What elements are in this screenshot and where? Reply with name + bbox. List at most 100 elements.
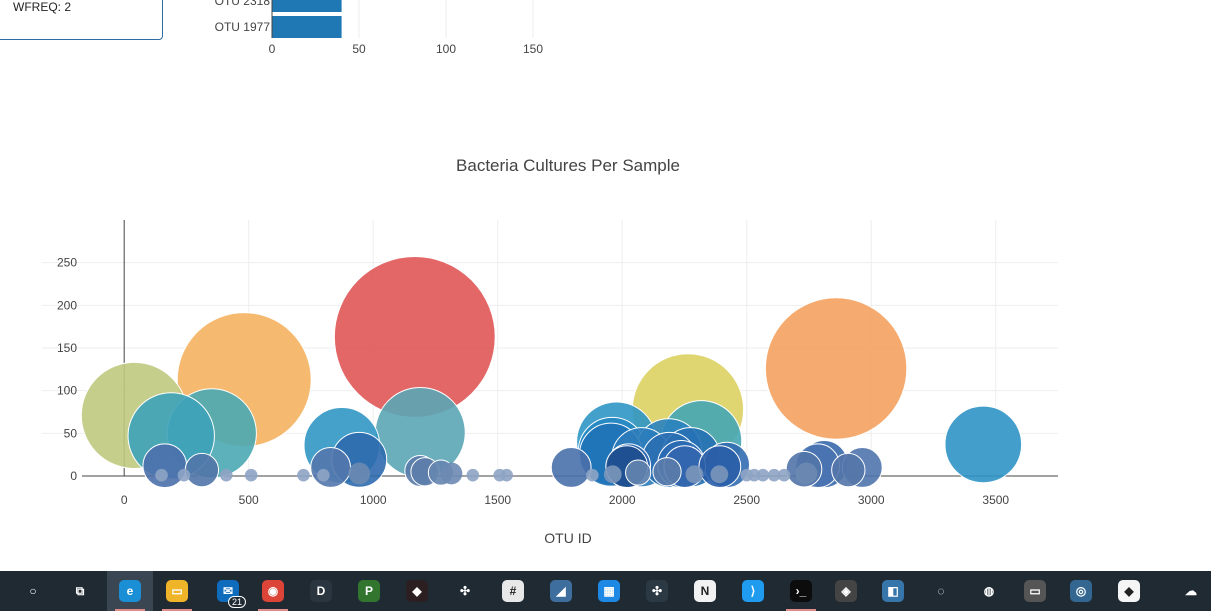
- mail-badge: 21: [227, 596, 246, 608]
- project-icon: P: [358, 580, 380, 602]
- dell-icon: D: [310, 580, 332, 602]
- taskbar-item[interactable]: ◢: [538, 571, 584, 611]
- bar-category-label: OTU 1977: [215, 20, 271, 34]
- bar-x-tick-label: 150: [523, 42, 543, 56]
- y-tick-label: 250: [57, 256, 77, 270]
- bar-category-label: OTU 2318: [215, 0, 271, 8]
- x-tick-label: 3000: [858, 493, 885, 507]
- x-tick-label: 1000: [360, 493, 387, 507]
- app-window-icon: ▭: [1024, 580, 1046, 602]
- calendar-icon: ▦: [598, 580, 620, 602]
- x-tick-label: 1500: [484, 493, 511, 507]
- bubble-point: [348, 462, 371, 485]
- x-tick-label: 3500: [982, 493, 1009, 507]
- vscode-icon: ⟩: [742, 580, 764, 602]
- taskbar-item[interactable]: ◆: [394, 571, 440, 611]
- x-tick-label: 2000: [609, 493, 636, 507]
- taskbar-item[interactable]: e: [107, 571, 153, 611]
- taskbar-item[interactable]: ☁: [1168, 571, 1211, 611]
- bubble-point: [764, 297, 908, 440]
- bubble-point: [795, 462, 818, 485]
- bubble-point: [297, 468, 310, 482]
- chrome-icon: ◉: [262, 580, 284, 602]
- y-tick-label: 100: [57, 384, 77, 398]
- notion-icon: N: [694, 580, 716, 602]
- anaconda-icon: ◌: [930, 580, 952, 602]
- y-tick-label: 150: [57, 341, 77, 355]
- bar: [272, 16, 342, 38]
- y-tick-label: 200: [57, 298, 77, 312]
- taskbar-item[interactable]: D: [298, 571, 344, 611]
- bubble-point: [767, 468, 781, 482]
- taskbar-item[interactable]: ✣: [442, 571, 488, 611]
- taskbar-item[interactable]: ◎: [1058, 571, 1104, 611]
- taskbar-item[interactable]: ○: [10, 571, 56, 611]
- taskbar-item[interactable]: ▦: [586, 571, 632, 611]
- y-tick-label: 0: [70, 469, 77, 483]
- taskbar-item[interactable]: ◉: [250, 571, 296, 611]
- taskbar-item[interactable]: N: [682, 571, 728, 611]
- taskbar-item[interactable]: #: [490, 571, 536, 611]
- bubble-point: [142, 443, 188, 489]
- x-tick-label: 0: [121, 493, 128, 507]
- windows-taskbar: ○ ⧉ e ▭ ✉ 21 ◉ D P ◆ ✣ # ◢ ▦ ✣ N ⟩ ›_ ◈ ◧ ◌ ◍ ▭ ◎ ◆ ☁: [0, 571, 1211, 611]
- bubble-point: [466, 468, 480, 482]
- git-icon: ◈: [835, 580, 857, 602]
- bubble-point: [756, 468, 770, 482]
- mail-icon: ✉ 21: [217, 580, 246, 608]
- taskbar-item[interactable]: ›_: [778, 571, 824, 611]
- taskbar-item[interactable]: ⧉: [57, 571, 103, 611]
- bubble-point: [440, 462, 463, 485]
- taskbar-item[interactable]: ◈: [823, 571, 869, 611]
- bubble-point: [219, 468, 233, 482]
- bar-x-tick-label: 0: [269, 42, 276, 56]
- project-app-icon: ◆: [406, 580, 428, 602]
- tableau-icon: ✣: [454, 580, 476, 602]
- taskbar-item[interactable]: ◆: [1106, 571, 1152, 611]
- bubble-point: [710, 465, 729, 484]
- jupyter-icon: ◍: [978, 580, 1000, 602]
- python-icon: ◧: [882, 580, 904, 602]
- taskbar-item[interactable]: ▭: [154, 571, 200, 611]
- taskbar-item[interactable]: ◍: [966, 571, 1012, 611]
- taskbar-item[interactable]: ▭: [1012, 571, 1058, 611]
- x-tick-label: 2500: [733, 493, 760, 507]
- taskbar-item[interactable]: P: [346, 571, 392, 611]
- x-tick-label: 500: [239, 493, 259, 507]
- taskbar-item[interactable]: ⟩: [730, 571, 776, 611]
- bubble-point: [685, 465, 704, 484]
- bubble-point: [310, 447, 352, 488]
- y-tick-label: 50: [64, 426, 78, 440]
- bubble-point: [586, 468, 599, 482]
- bubble-point: [155, 468, 168, 482]
- bubble-point: [777, 468, 791, 482]
- wfreq-text: WFREQ: 2: [13, 0, 72, 14]
- slack-icon: #: [502, 580, 524, 602]
- file-explorer-icon: ▭: [166, 580, 188, 602]
- edge-icon: e: [119, 580, 141, 602]
- taskbar-item[interactable]: ✣: [634, 571, 680, 611]
- bar-chart: 0 50 100 150 OTU 2318 OTU 1977: [215, 0, 543, 56]
- weather-icon: ☁: [1180, 580, 1202, 602]
- taskbar-item[interactable]: ✉ 21: [205, 571, 251, 611]
- mongodb-icon: ◆: [1118, 580, 1140, 602]
- terminal-icon: ›_: [790, 580, 812, 602]
- task-view-icon: ⧉: [69, 580, 91, 602]
- bubble-point: [831, 452, 866, 488]
- bubble-point: [550, 447, 592, 488]
- taskbar-item[interactable]: ◌: [918, 571, 964, 611]
- bubble-point: [177, 468, 191, 482]
- postgresql-icon: ◎: [1070, 580, 1092, 602]
- bar: [272, 0, 342, 12]
- bubble-point: [625, 459, 652, 486]
- bar-x-tick-label: 100: [436, 42, 456, 56]
- taskbar-item[interactable]: ◧: [870, 571, 916, 611]
- bar-x-tick-label: 50: [352, 42, 366, 56]
- tableau-public-icon: ✣: [646, 580, 668, 602]
- bubble-point: [944, 405, 1023, 484]
- mysql-workbench-icon: ◢: [550, 580, 572, 602]
- cortana-icon: ○: [22, 580, 44, 602]
- bubble-point: [317, 468, 330, 482]
- bubble-point: [244, 468, 258, 482]
